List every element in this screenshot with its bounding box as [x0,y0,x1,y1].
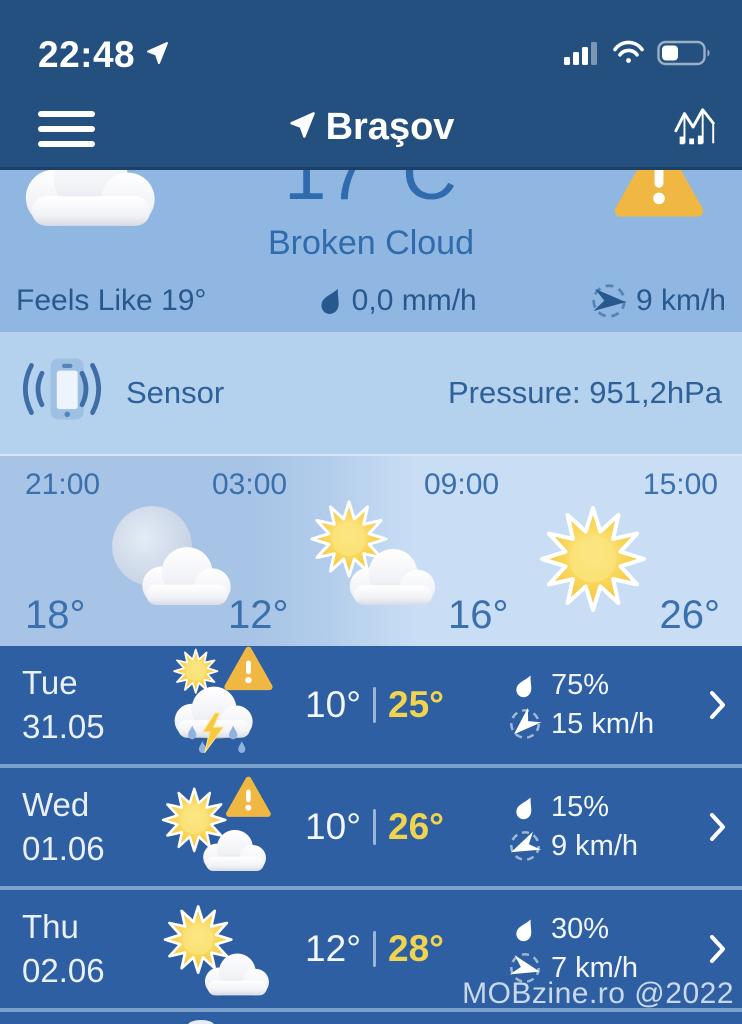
daily-forecast: Tue 31.05 10° 25° [0,646,742,1024]
row-divider [0,886,742,890]
droplet-icon [318,285,346,317]
temp-high: 25° [388,684,444,725]
temp-high: 26° [388,806,444,847]
temp-divider [373,809,376,845]
wind-compass-icon [508,707,542,741]
precip-chance: 15% [551,791,610,823]
chart-button[interactable] [670,102,720,155]
hour-temp: 12° [228,593,289,637]
precip-chance: 75% [551,669,610,701]
sun-icon [534,500,652,618]
menu-button[interactable] [38,107,95,151]
chevron-right-icon[interactable] [688,690,726,720]
wind-speed: 7 km/h [551,951,639,984]
pressure-value: Pressure: 951,2hPa [447,375,722,410]
hour-time: 21:00 [25,468,101,501]
precip-chance: 30% [551,913,610,945]
day-date: 02.06 [22,952,105,989]
chevron-right-icon[interactable] [688,934,726,964]
wind-speed: 15 km/h [551,707,655,740]
hourly-forecast[interactable]: 21:00 03:00 09:00 15:00 18° 12° 16° 26° [0,456,742,646]
precipitation-value: 0,0 mm/h [351,284,477,317]
day-name: Tue [22,664,78,702]
day-date: 31.05 [22,708,105,745]
thunderstorm-warning-icon [147,646,287,764]
chart-icon [672,108,718,153]
temp-low: 12° [305,928,361,969]
droplet-icon [508,915,542,944]
phone-sensor-icon [14,341,110,445]
condition-text: Broken Cloud [267,224,474,262]
wind-compass-icon [508,829,542,863]
day-date: 01.06 [22,830,105,867]
partly-sunny-icon [147,898,287,1000]
hour-temp: 16° [448,593,509,637]
sensor-bar[interactable]: Sensor Pressure: 951,2hPa [0,332,742,456]
row-divider [0,764,742,768]
warning-triangle-icon[interactable] [614,170,704,218]
wind-compass-icon [508,951,542,985]
temp-low: 10° [305,684,361,725]
day-name: Wed [22,786,90,824]
daily-row-thu[interactable]: Thu 02.06 12° 28° 30% [0,890,742,1008]
sensor-label: Sensor [126,375,225,410]
nav-bar: Braşov [0,96,742,170]
signal-icon [564,39,600,71]
wind-compass-icon [590,282,628,320]
temp-divider [373,931,376,967]
page-title: Braşov [325,106,455,148]
wifi-icon [612,40,645,70]
nav-location-arrow-icon [288,106,316,149]
status-time: 22:48 [38,34,136,75]
hour-time: 09:00 [424,468,500,501]
day-name: Thu [22,908,79,946]
location-arrow-icon [145,41,169,70]
next-row-partial [0,1012,742,1024]
hour-temp: 18° [25,593,86,637]
wind-speed: 9 km/h [551,829,639,862]
hour-temp: 26° [659,593,721,637]
hour-time: 15:00 [642,468,718,501]
status-bar: 22:48 [0,0,742,96]
wind-value: 9 km/h [635,284,726,317]
row-divider [0,1008,742,1012]
wind-stat: 9 km/h [590,282,726,320]
sun-cloud-icon [298,496,448,611]
precipitation-stat: 0,0 mm/h [318,284,477,318]
droplet-icon [508,793,542,822]
temp-divider [373,687,376,723]
daily-row-wed[interactable]: Wed 01.06 10° 26° 15 [0,768,742,886]
feels-like: Feels Like 19° [16,284,207,317]
location-title: Braşov [0,96,742,159]
moon-cloud-icon [96,502,246,612]
current-conditions: 17°C Broken Cloud Feels Like 19° 0,0 mm/… [0,170,742,332]
droplet-icon [508,671,542,700]
battery-icon [657,40,712,71]
temp-high: 28° [388,928,444,969]
hour-time: 03:00 [212,468,288,501]
partial-icon-tip [188,1020,214,1024]
temp-low: 10° [305,806,361,847]
current-temperature: 17°C [284,170,458,216]
daily-row-tue[interactable]: Tue 31.05 10° 25° [0,646,742,764]
chevron-right-icon[interactable] [688,812,726,842]
partly-sunny-warning-icon [147,776,287,878]
